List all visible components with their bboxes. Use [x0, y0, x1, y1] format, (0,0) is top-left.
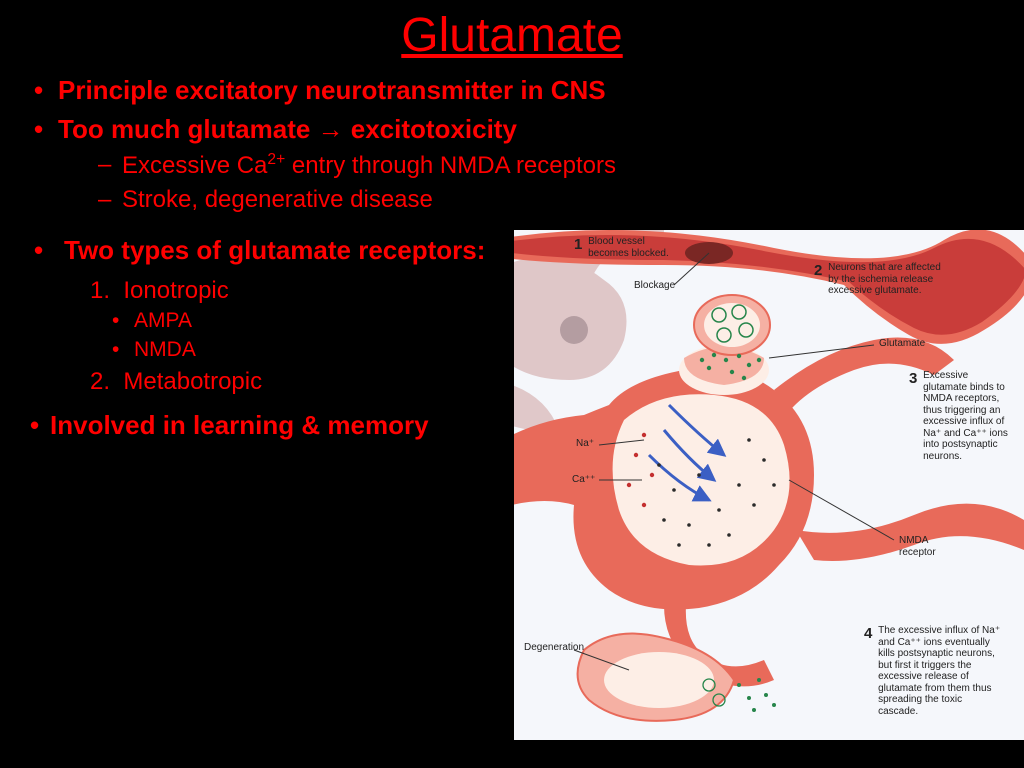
ca-post: entry through NMDA receptors [285, 152, 616, 179]
receptor-metabotropic: 2. Metabotropic [90, 368, 510, 396]
ampa: AMPA [134, 309, 510, 333]
main-bullet-list: Principle excitatory neurotransmitter in… [30, 75, 994, 214]
page-title: Glutamate [0, 0, 1024, 75]
label-glutamate: Glutamate [879, 338, 925, 350]
excito-post: excitotoxicity [344, 114, 517, 144]
label-na: Na⁺ [576, 438, 594, 450]
receptor-ionotropic: 1. Ionotropic AMPA NMDA [90, 277, 510, 362]
diagram-step-4: 4 The excessive influx of Na⁺ and Ca⁺⁺ i… [864, 625, 1014, 717]
diagram-step-2: 2 Neurons that are affected by the ische… [814, 262, 959, 297]
step4-num: 4 [864, 625, 872, 642]
label-ionotropic: Ionotropic [123, 277, 228, 304]
step4-text: The excessive influx of Na⁺ and Ca⁺⁺ ion… [878, 625, 1003, 717]
step1-text: Blood vessel becomes blocked. [588, 236, 673, 259]
bullet-principle: Principle excitatory neurotransmitter in… [30, 75, 994, 106]
ionotropic-sublist: AMPA NMDA [90, 309, 510, 362]
step3-text: Excessive glutamate binds to NMDA recept… [923, 370, 1008, 462]
receptors-section: Two types of glutamate receptors: 1. Ion… [30, 234, 510, 396]
sub-stroke: Stroke, degenerative disease [98, 186, 994, 214]
num-2: 2. [90, 368, 110, 395]
sub-ca-entry: Excessive Ca2+ entry through NMDA recept… [98, 151, 994, 180]
num-1: 1. [90, 277, 110, 304]
ca-sup: 2+ [267, 151, 285, 168]
receptors-heading: Two types of glutamate receptors: [30, 234, 510, 267]
excito-sublist: Excessive Ca2+ entry through NMDA recept… [58, 151, 994, 214]
diagram-step-1: 1 Blood vessel becomes blocked. [574, 236, 684, 259]
ca-pre: Excessive Ca [122, 152, 267, 179]
presynaptic-terminal [694, 295, 770, 355]
label-metabotropic: Metabotropic [123, 368, 262, 395]
receptors-list: 1. Ionotropic AMPA NMDA 2. Metabotropic [30, 277, 510, 396]
label-degeneration: Degeneration [524, 642, 584, 654]
bullet-excitotoxicity: Too much glutamate → excitotoxicity Exce… [30, 114, 994, 214]
excitotoxicity-diagram: 1 Blood vessel becomes blocked. 2 Neuron… [514, 230, 1024, 740]
involved-bullet: Involved in learning & memory [30, 410, 490, 441]
label-nmda: NMDA receptor [899, 535, 954, 558]
step1-num: 1 [574, 236, 582, 253]
diagram-step-3: 3 Excessive glutamate binds to NMDA rece… [909, 370, 1019, 462]
step2-num: 2 [814, 262, 822, 279]
nmda: NMDA [134, 338, 510, 362]
label-ca: Ca⁺⁺ [572, 474, 595, 486]
step3-num: 3 [909, 370, 917, 387]
label-blockage: Blockage [634, 280, 675, 292]
arrow-icon: → [318, 114, 344, 144]
excito-pre: Too much glutamate [58, 114, 318, 144]
step2-text: Neurons that are affected by the ischemi… [828, 262, 948, 297]
